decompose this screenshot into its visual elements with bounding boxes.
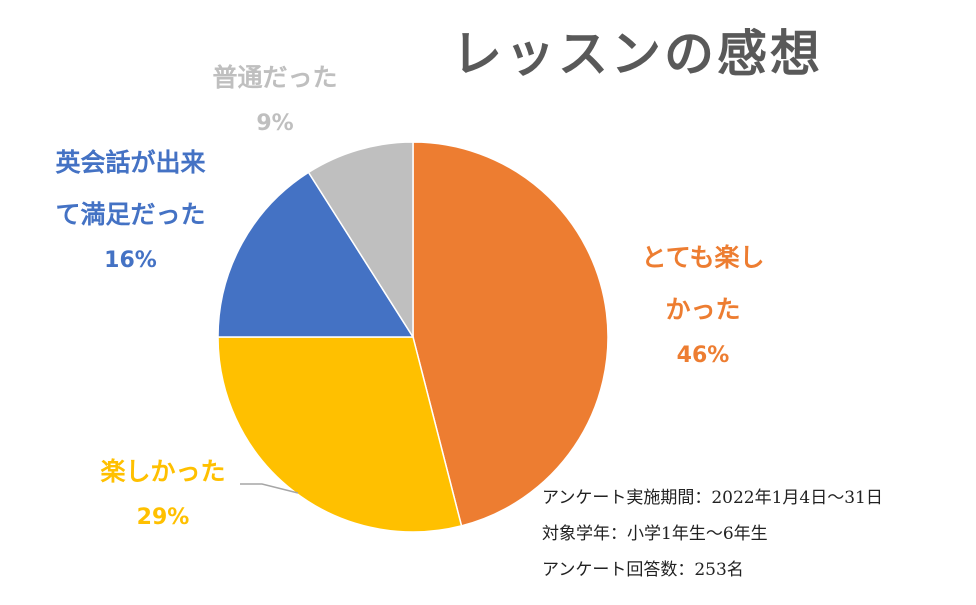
data-label-text-line: とても楽し bbox=[641, 243, 765, 272]
data-label-fun: 楽しかった 29% bbox=[78, 446, 248, 538]
leader-line bbox=[240, 483, 299, 494]
data-label-text-line: かった bbox=[665, 295, 741, 324]
survey-notes: アンケート実施期間：2022年1月4日～31日 対象学年：小学1年生～6年生 ア… bbox=[542, 480, 883, 588]
note-response-count: アンケート回答数：253名 bbox=[542, 560, 744, 580]
data-label-text-line: 英会話が出来 bbox=[55, 148, 206, 177]
data-label-text-line: 楽しかった bbox=[100, 457, 226, 486]
data-label-satisfied: 英会話が出来 て満足だった 16% bbox=[38, 137, 223, 281]
data-label-value: 9% bbox=[256, 111, 294, 136]
data-label-very-fun: とても楽し かった 46% bbox=[618, 232, 788, 376]
data-label-normal: 普通だった 9% bbox=[190, 52, 360, 144]
data-label-value: 16% bbox=[104, 248, 157, 273]
pie-slice-satisfied bbox=[217, 171, 415, 338]
data-label-text-line: 普通だった bbox=[212, 63, 338, 92]
data-label-value: 29% bbox=[136, 505, 190, 530]
note-target-grades: 対象学年：小学1年生～6年生 bbox=[542, 524, 768, 544]
note-survey-period: アンケート実施期間：2022年1月4日～31日 bbox=[542, 488, 883, 508]
pie-slice-very-fun bbox=[412, 141, 609, 527]
data-label-text-line: て満足だった bbox=[55, 200, 206, 229]
pie-slice-fun bbox=[217, 336, 463, 533]
pie-slice-normal bbox=[307, 141, 414, 340]
data-label-value: 46% bbox=[676, 343, 730, 368]
chart-title: レッスンの感想 bbox=[452, 25, 823, 83]
